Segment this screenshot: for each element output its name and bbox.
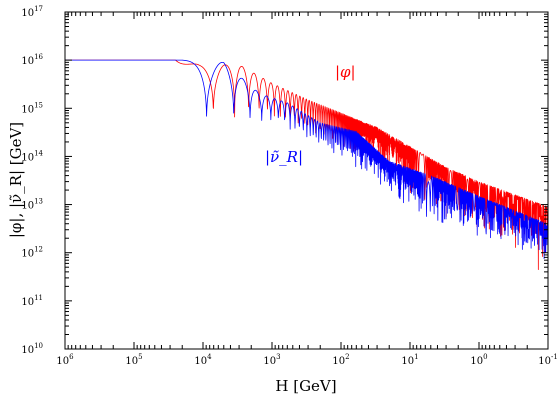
y-tick-exponent: 16 (34, 53, 43, 61)
y-tick-exponent: 13 (34, 198, 43, 206)
series-label-phi: |φ| (335, 63, 356, 81)
y-tick-label: 1015 (21, 101, 43, 115)
x-tick-label: 104 (194, 353, 212, 367)
x-tick-exponent: 2 (345, 353, 349, 361)
x-tick-exponent: 0 (483, 353, 487, 361)
x-tick-label: 105 (125, 353, 142, 367)
series-layer (64, 59, 549, 271)
x-tick-label: 102 (332, 353, 349, 367)
y-tick-label: 1017 (21, 5, 43, 19)
y-tick-label: 1011 (21, 294, 43, 308)
x-tick-label: 101 (401, 353, 418, 367)
x-tick-label: 10-1 (538, 353, 558, 367)
y-tick-label: 1010 (21, 342, 43, 356)
ticks-layer (64, 11, 549, 350)
x-tick-exponent: 1 (414, 353, 418, 361)
x-axis-label: H [GeV] (275, 377, 336, 395)
x-tick-label: 103 (263, 353, 280, 367)
y-tick-exponent: 15 (34, 101, 43, 109)
y-tick-exponent: 12 (34, 246, 43, 254)
x-tick-exponent: -1 (551, 353, 558, 361)
plot-frame (64, 11, 549, 350)
y-tick-label: 1012 (21, 246, 43, 260)
x-tick-exponent: 5 (138, 353, 142, 361)
y-tick-label: 1016 (21, 53, 43, 67)
x-tick-label: 106 (56, 353, 74, 367)
series-line-0 (64, 59, 549, 271)
series-label-nu: |ν̃_R| (265, 148, 303, 166)
x-tick-label: 100 (470, 353, 487, 367)
y-tick-exponent: 10 (34, 342, 43, 350)
y-tick-exponent: 14 (34, 149, 43, 157)
x-tick-exponent: 6 (69, 353, 74, 361)
y-tick-exponent: 17 (34, 5, 43, 13)
y-axis-label: |φ|, |ν̃_R| [GeV] (7, 122, 25, 238)
y-tick-exponent: 11 (34, 294, 43, 302)
series-line-1 (64, 59, 549, 260)
x-tick-exponent: 3 (276, 353, 280, 361)
x-tick-exponent: 4 (207, 353, 212, 361)
